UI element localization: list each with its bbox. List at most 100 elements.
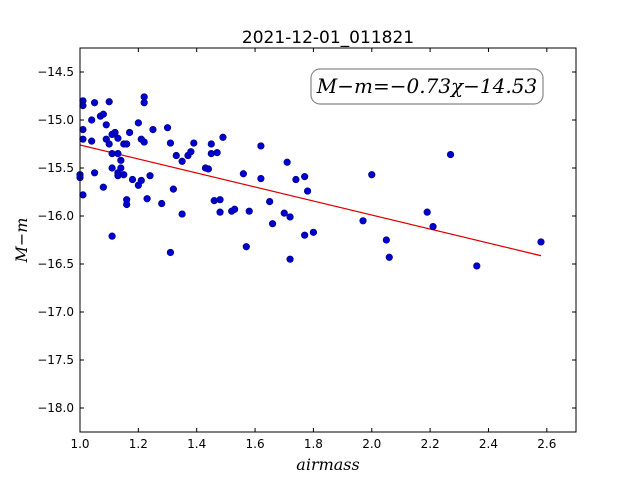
data-point <box>111 128 119 137</box>
data-point <box>359 217 367 225</box>
data-point <box>166 248 175 257</box>
data-point <box>231 205 239 213</box>
data-point <box>158 199 166 208</box>
data-point <box>292 175 300 184</box>
data-point <box>102 121 110 129</box>
data-point <box>117 156 125 164</box>
fit-equation-box: M−m=−0.73χ−14.53 <box>310 68 544 105</box>
data-point <box>178 157 186 165</box>
data-point <box>286 213 294 221</box>
data-point <box>146 172 154 180</box>
x-ticks: 1.0 1.2 1.4 1.6 1.8 2.0 2.2 2.4 2.6 <box>70 48 556 451</box>
data-point <box>105 98 113 106</box>
data-point <box>140 138 148 146</box>
data-point <box>446 150 455 159</box>
data-point <box>216 208 224 216</box>
data-point <box>163 124 172 132</box>
y-tick-label: −15.5 <box>37 161 74 175</box>
data-point <box>105 140 113 148</box>
data-point <box>99 110 107 118</box>
data-point <box>266 198 274 206</box>
data-point <box>79 191 87 199</box>
data-point <box>537 238 545 246</box>
data-point <box>216 196 224 204</box>
data-point <box>178 210 186 218</box>
x-tick-label: 1.2 <box>129 437 148 451</box>
data-point <box>283 158 291 166</box>
annotation-box <box>310 68 544 105</box>
x-tick-label: 2.4 <box>479 437 498 451</box>
y-ticks: −14.5 −15.0 −15.5 −16.0 −16.5 −17.0 −17.5 −18.0 <box>37 65 576 415</box>
data-point <box>166 139 175 147</box>
data-point <box>257 174 265 183</box>
data-point <box>429 222 437 231</box>
data-point <box>128 175 137 184</box>
data-points-layer <box>76 93 545 270</box>
data-point <box>368 171 376 179</box>
x-tick-label: 1.6 <box>246 437 265 451</box>
data-point <box>385 253 393 261</box>
data-point <box>90 169 99 177</box>
data-point <box>143 195 151 203</box>
x-tick-label: 1.4 <box>187 437 206 451</box>
data-point <box>114 150 122 158</box>
data-point <box>140 99 148 107</box>
data-point <box>79 126 87 134</box>
data-point <box>88 116 96 124</box>
x-tick-label: 1.0 <box>70 437 89 451</box>
data-point <box>108 164 116 172</box>
data-point <box>99 183 107 191</box>
x-axis-label: airmass <box>296 455 359 474</box>
y-tick-label: −15.0 <box>37 113 74 127</box>
data-point <box>303 187 312 195</box>
data-point <box>423 208 431 216</box>
y-tick-label: −18.0 <box>37 401 74 415</box>
data-point <box>204 165 212 173</box>
data-point <box>219 133 227 141</box>
data-point <box>90 99 99 107</box>
fit-line-layer <box>79 144 542 257</box>
data-point <box>473 262 481 270</box>
data-point <box>286 255 294 263</box>
y-tick-label: −14.5 <box>37 65 74 79</box>
y-tick-label: −17.0 <box>37 305 74 319</box>
data-point <box>382 236 390 244</box>
data-point <box>172 151 180 160</box>
data-point <box>79 101 87 110</box>
data-point <box>190 139 198 147</box>
data-point <box>108 232 116 240</box>
plot-frame <box>79 47 577 433</box>
x-tick-label: 2.2 <box>421 437 440 451</box>
data-point <box>268 220 277 228</box>
data-point <box>301 231 309 239</box>
data-point <box>134 119 142 127</box>
data-point <box>114 172 122 180</box>
data-point <box>301 173 309 181</box>
fit-line <box>79 144 542 257</box>
data-point <box>79 135 87 143</box>
y-tick-label: −16.0 <box>37 209 74 223</box>
data-point <box>114 134 122 142</box>
data-point <box>123 140 131 148</box>
data-point <box>126 128 134 137</box>
x-tick-label: 1.8 <box>304 437 323 451</box>
data-point <box>117 164 125 172</box>
data-point <box>257 142 265 150</box>
data-point <box>245 207 253 215</box>
data-point <box>88 137 96 145</box>
data-point <box>187 148 195 156</box>
y-tick-label: −16.5 <box>37 257 74 271</box>
data-point <box>169 185 177 193</box>
data-point <box>239 170 247 178</box>
fit-equation: M−m=−0.73χ−14.53 <box>316 74 537 98</box>
data-point <box>120 171 128 179</box>
data-point <box>213 149 221 157</box>
data-point <box>123 200 131 209</box>
y-axis-label: M−m <box>12 218 31 264</box>
y-tick-label: −17.5 <box>37 353 74 367</box>
data-point <box>137 176 145 185</box>
chart-title: 2021-12-01_011821 <box>242 28 414 48</box>
data-point <box>242 243 250 251</box>
data-point <box>149 126 157 134</box>
